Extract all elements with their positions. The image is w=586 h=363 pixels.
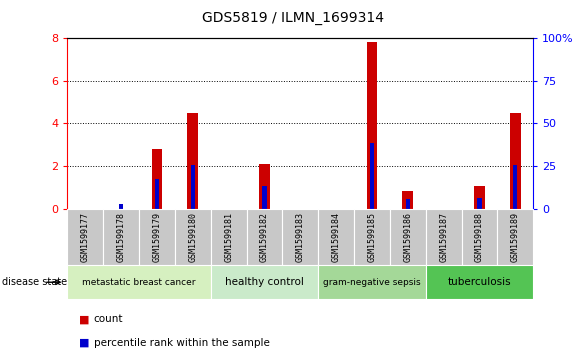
Text: gram-negative sepsis: gram-negative sepsis <box>323 278 421 287</box>
Bar <box>259 164 270 209</box>
Bar <box>403 191 413 209</box>
Text: disease state: disease state <box>2 277 67 287</box>
Bar <box>498 209 533 265</box>
Bar <box>67 265 211 299</box>
Text: ■: ■ <box>79 314 90 325</box>
Text: GSM1599183: GSM1599183 <box>296 212 305 262</box>
Text: GSM1599178: GSM1599178 <box>117 212 125 262</box>
Bar <box>190 165 195 209</box>
Text: ■: ■ <box>79 338 90 348</box>
Text: GSM1599189: GSM1599189 <box>511 212 520 262</box>
Text: GSM1599179: GSM1599179 <box>152 212 162 262</box>
Text: healthy control: healthy control <box>225 277 304 287</box>
Bar <box>318 209 354 265</box>
Bar <box>462 209 498 265</box>
Text: GSM1599181: GSM1599181 <box>224 212 233 262</box>
Bar <box>426 209 462 265</box>
Bar <box>211 209 247 265</box>
Bar <box>282 209 318 265</box>
Bar <box>139 209 175 265</box>
Bar <box>367 42 377 209</box>
Text: GSM1599185: GSM1599185 <box>367 212 376 262</box>
Text: GDS5819 / ILMN_1699314: GDS5819 / ILMN_1699314 <box>202 11 384 25</box>
Bar <box>67 209 103 265</box>
Bar <box>370 143 374 209</box>
Bar <box>152 149 162 209</box>
Text: GSM1599188: GSM1599188 <box>475 212 484 262</box>
Text: GSM1599187: GSM1599187 <box>439 212 448 262</box>
Bar <box>103 209 139 265</box>
Text: count: count <box>94 314 123 325</box>
Bar <box>188 113 198 209</box>
Bar <box>426 265 533 299</box>
Bar <box>354 209 390 265</box>
Bar <box>247 209 282 265</box>
Text: GSM1599177: GSM1599177 <box>81 212 90 262</box>
Text: tuberculosis: tuberculosis <box>448 277 512 287</box>
Text: GSM1599186: GSM1599186 <box>403 212 413 262</box>
Text: GSM1599184: GSM1599184 <box>332 212 340 262</box>
Bar <box>390 209 426 265</box>
Bar <box>318 265 426 299</box>
Bar <box>175 209 211 265</box>
Text: percentile rank within the sample: percentile rank within the sample <box>94 338 270 348</box>
Bar <box>474 186 485 209</box>
Bar <box>478 198 482 209</box>
Text: GSM1599182: GSM1599182 <box>260 212 269 262</box>
Text: metastatic breast cancer: metastatic breast cancer <box>82 278 196 287</box>
Bar <box>263 186 267 209</box>
Bar <box>406 199 410 209</box>
Bar <box>211 265 318 299</box>
Bar <box>510 113 521 209</box>
Bar <box>119 204 123 209</box>
Text: GSM1599180: GSM1599180 <box>188 212 197 262</box>
Bar <box>155 179 159 209</box>
Bar <box>513 165 517 209</box>
